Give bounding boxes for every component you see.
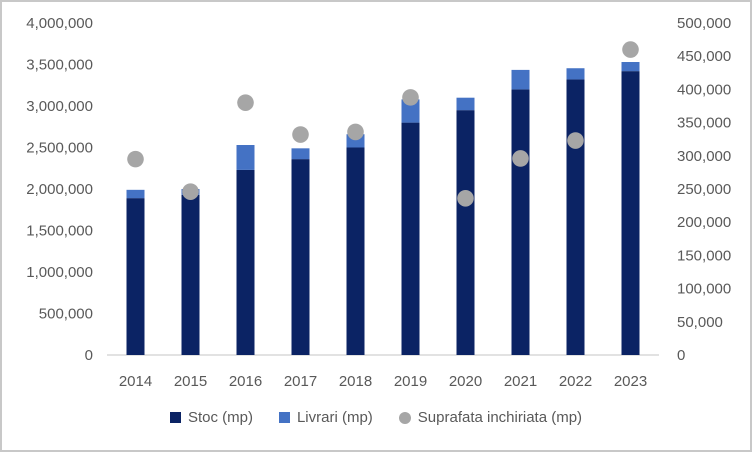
right-axis-tick-label: 200,000: [677, 214, 731, 231]
left-axis-tick-label: 3,000,000: [26, 98, 93, 115]
left-axis-tick-label: 4,000,000: [26, 15, 93, 32]
bar-segment-stoc-2021: [511, 89, 530, 356]
bar-segment-stoc-2016: [236, 169, 255, 355]
scatter-point-2020: [457, 189, 474, 207]
right-axis-tick-label: 50,000: [677, 314, 723, 331]
x-axis-label-2017: 2017: [284, 373, 317, 390]
legend-label-stoc: Stoc (mp): [187, 409, 253, 426]
right-axis-tick-label: 100,000: [677, 281, 731, 298]
scatter-point-2015: [182, 183, 199, 200]
right-axis-tick-label: 500,000: [677, 15, 731, 32]
legend-item-suprafata: Suprafata inchiriata (mp): [398, 409, 583, 426]
bar-segment-stoc-2015: [181, 194, 200, 355]
scatter-point-2016: [237, 94, 254, 111]
x-axis-label-2018: 2018: [339, 373, 372, 390]
x-axis-label-2016: 2016: [229, 373, 262, 390]
right-axis-tick-label: 0: [677, 347, 685, 364]
scatter-point-2021: [512, 150, 529, 167]
bar-segment-livrari-2022: [566, 68, 585, 80]
x-axis-label-2022: 2022: [559, 373, 592, 390]
bar-segment-stoc-2020: [456, 110, 475, 356]
x-axis-label-2021: 2021: [504, 373, 537, 390]
bar-segment-stoc-2014: [126, 198, 145, 355]
bar-segment-livrari-2016: [236, 145, 255, 170]
bar-segment-livrari-2017: [291, 148, 310, 160]
left-axis-tick-label: 1,500,000: [26, 223, 93, 240]
bar-segment-stoc-2023: [621, 71, 640, 355]
right-axis-tick-label: 350,000: [677, 115, 731, 132]
legend-label-livrari: Livrari (mp): [296, 409, 373, 426]
bar-segment-livrari-2014: [126, 189, 145, 199]
x-axis-label-2015: 2015: [174, 373, 207, 390]
scatter-point-2018: [347, 123, 364, 141]
bar-segment-stoc-2019: [401, 122, 420, 355]
right-axis-tick-label: 450,000: [677, 48, 731, 65]
scatter-point-2019: [402, 89, 419, 106]
left-axis-tick-label: 2,000,000: [26, 181, 93, 198]
scatter-point-2022: [567, 132, 584, 149]
right-axis-tick-label: 400,000: [677, 81, 731, 98]
x-axis-label-2014: 2014: [119, 373, 152, 390]
left-axis-tick-label: 2,500,000: [26, 140, 93, 157]
scatter-point-2023: [622, 41, 639, 58]
x-axis-label-2023: 2023: [614, 373, 647, 390]
legend-label-suprafata: Suprafata inchiriata (mp): [417, 409, 583, 426]
left-axis-tick-label: 1,000,000: [26, 264, 93, 281]
scatter-point-2017: [292, 126, 309, 143]
left-axis-tick-label: 3,500,000: [26, 57, 93, 74]
x-axis-label-2020: 2020: [449, 373, 482, 390]
bar-segment-livrari-2021: [511, 69, 530, 90]
bar-segment-stoc-2022: [566, 79, 585, 355]
right-axis-tick-label: 150,000: [677, 247, 731, 264]
scatter-point-2014: [127, 150, 144, 168]
x-axis-label-2019: 2019: [394, 373, 427, 390]
suprafata-swatch-icon: [398, 411, 411, 424]
bar-segment-livrari-2020: [456, 97, 475, 111]
stoc-swatch-icon: [169, 412, 181, 423]
left-axis-tick-label: 500,000: [39, 306, 93, 323]
bar-segment-stoc-2018: [346, 147, 365, 355]
bar-segment-livrari-2023: [621, 62, 640, 72]
right-axis-tick-label: 300,000: [677, 148, 731, 165]
right-axis-tick-label: 250,000: [677, 181, 731, 198]
livrari-swatch-icon: [278, 412, 290, 423]
chart-legend: Stoc (mp) Livrari (mp) Suprafata inchiri…: [2, 409, 750, 426]
legend-item-stoc: Stoc (mp): [169, 409, 253, 426]
left-axis-tick-label: 0: [85, 347, 93, 364]
legend-item-livrari: Livrari (mp): [278, 409, 373, 426]
bar-segment-stoc-2017: [291, 159, 310, 355]
bar-segment-livrari-2019: [401, 99, 420, 123]
